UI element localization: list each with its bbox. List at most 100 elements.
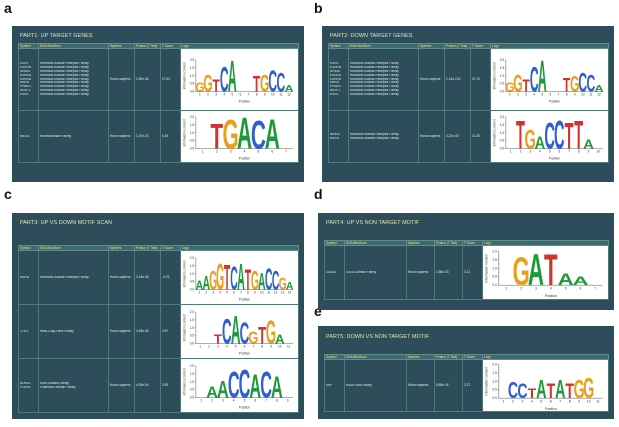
x-tick-label: 7	[285, 149, 287, 153]
panel-title: PART5: DOWN VS NON TARGET MOTIF	[326, 334, 430, 340]
x-tick-label: 6	[254, 398, 256, 402]
family-cell: MADS Box Family	[344, 359, 407, 412]
symbol-cell: GATA4	[324, 245, 345, 300]
species-cell: Homo sapiens	[418, 110, 445, 163]
species-cell: Homo sapiens	[108, 110, 135, 163]
logo-letter: A	[286, 280, 294, 292]
logo-letter: A	[275, 331, 285, 346]
symbol-cell: MEIS1	[18, 110, 39, 163]
family: Hormone-nuclear Receptor Family	[40, 77, 89, 81]
x-tick-label: 10	[581, 92, 585, 96]
logo-letter: C	[265, 261, 273, 296]
x-tick-label: 2	[205, 290, 207, 294]
y-tick-label: 0.5	[190, 138, 195, 142]
x-tick-label: 9	[270, 344, 272, 348]
species-cell: Homo sapiens	[108, 358, 135, 413]
symbol: ESRRA	[20, 77, 31, 81]
y-tick-label: 1.5	[190, 123, 195, 127]
x-tick-label: 5	[244, 398, 246, 402]
logo-letter: G	[512, 249, 529, 293]
logo-letter: C	[587, 71, 596, 98]
x-tick-label: 12	[287, 92, 291, 96]
y-axis-label: Information content	[182, 62, 186, 89]
symbol: PPARG	[20, 85, 31, 89]
pvalue-cell: 4.03e-04	[134, 358, 161, 413]
logo-letter: T	[245, 264, 251, 296]
family: Hormone-nuclear Receptor Family	[350, 81, 399, 85]
y-tick-label: 1.0	[190, 131, 195, 135]
logo-letter: C	[578, 68, 587, 98]
family: Hormone-nuclear Receptor Family	[40, 93, 89, 97]
x-tick-label: 8	[247, 290, 249, 294]
table-row: NR4A1 RXRG Hormone-nuclear Receptor Famil…	[328, 110, 609, 163]
x-tick-label: 12	[597, 92, 601, 96]
logo-letter: G	[195, 80, 205, 95]
x-tick-label: 3	[529, 149, 531, 153]
family: Hormone-nuclear Receptor Family	[40, 89, 89, 93]
x-tick-label: 4	[226, 344, 228, 348]
y-tick-label: 0.5	[500, 138, 505, 142]
y-tick-label: 1.5	[190, 318, 195, 322]
x-tick-label: 6	[233, 290, 235, 294]
logo-cell: 0.0 0.5 1.0 1.5 2.0 Information content 1 2 3 T 4 C…	[180, 304, 299, 359]
y-axis-label: Information content	[182, 368, 186, 395]
logo-letter: A	[206, 385, 218, 402]
x-tick-label: 1	[505, 286, 507, 290]
symbol-cell: SRF	[324, 359, 345, 412]
x-tick-label: 8	[261, 344, 263, 348]
symbol-cell: RARA	[18, 250, 39, 305]
family: Homeodomain Family	[40, 134, 72, 138]
logo-letter: C	[268, 64, 277, 98]
x-tick-label: 8	[569, 399, 571, 403]
symbol: NR4A1	[330, 132, 341, 136]
y-tick-label: 1.0	[190, 74, 195, 78]
family: Helix-Loop-Helix Family	[40, 329, 74, 333]
panel-letter-b: b	[314, 0, 323, 16]
table-row: RUNX1 FOXH1 Runt Domain Family Forkhead Do…	[18, 358, 299, 413]
logo-letter: G	[574, 376, 585, 405]
y-tick-label: 0.0	[190, 89, 195, 93]
y-tick-label: 1.5	[190, 264, 195, 268]
symbol: ESRRB	[330, 65, 341, 69]
y-tick-label: 1.5	[492, 371, 497, 375]
panel-letter-d: d	[314, 186, 323, 202]
logo-letter: T	[528, 385, 537, 401]
y-tick-label: 0.5	[190, 333, 195, 337]
x-tick-label: 1	[509, 92, 511, 96]
logo-letter: G	[570, 72, 579, 97]
logo-letter: G	[248, 329, 258, 348]
panel-letter-e: e	[314, 303, 322, 319]
logo-letter: A	[595, 84, 604, 94]
species-cell: Homo sapiens	[406, 359, 435, 412]
y-tick-label: 0.5	[190, 81, 195, 85]
x-axis-label: Position	[239, 156, 250, 160]
symbol: RARA	[20, 81, 29, 85]
tscore-cell: 3.93	[160, 358, 181, 413]
y-tick-label: 0.5	[492, 388, 497, 392]
family: Hormone-nuclear Receptor Family	[40, 85, 89, 89]
tscore-cell: 3.11	[462, 245, 483, 300]
x-axis-label: Position	[549, 99, 560, 103]
y-tick-label: 2.0	[190, 58, 195, 62]
table-row: ESR1 ESRRB NR4A2 ESRRG ESRRA RARA PPARG NR2F1 ES…	[18, 48, 299, 111]
logo-letter: A	[196, 277, 204, 293]
family: Hormone-nuclear Receptor Family	[40, 81, 89, 85]
logo-letter: T	[212, 76, 220, 96]
family: Hormone-nuclear Receptor Family	[350, 85, 399, 89]
pvalue-cell: 1.86e-03	[434, 245, 463, 300]
x-tick-label: 3	[222, 398, 224, 402]
family-cell: Hormone-nuclear Receptor Family Hormone-n…	[348, 48, 419, 111]
symbol-cell: TFE3	[18, 304, 39, 359]
y-tick-label: 2.0	[190, 256, 195, 260]
x-tick-label: 3	[525, 92, 527, 96]
logo-letter: C	[554, 114, 565, 158]
table-row: GATA4 GATA Domain Family Homo sapiens 1.…	[324, 245, 609, 300]
logo-letter: T	[544, 247, 558, 295]
y-tick-label: 1.5	[190, 66, 195, 70]
logo-letter: T	[253, 72, 261, 97]
logo-cell: 0.0 0.5 1.0 1.5 2.0 Information content 1 2 G 3 A 4…	[482, 245, 609, 300]
y-tick-label: 0.5	[492, 275, 497, 279]
logo-cell: 0.0 0.5 1.0 1.5 2.0 Information content 1 G 2 G 3 T…	[490, 48, 609, 111]
family: Hormone-nuclear Receptor Family	[350, 73, 399, 77]
